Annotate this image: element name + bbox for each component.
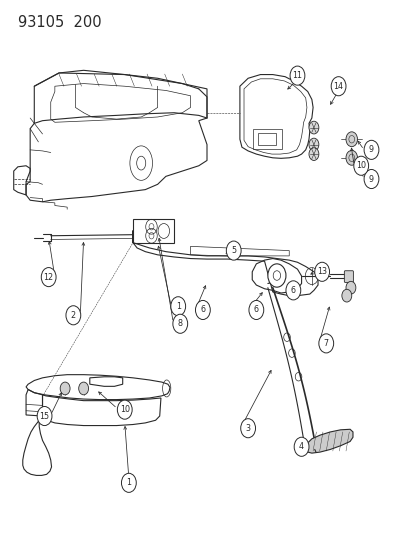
Circle shape	[345, 132, 357, 147]
Text: 10: 10	[355, 161, 366, 170]
Text: 1: 1	[126, 478, 131, 487]
Circle shape	[290, 66, 304, 85]
Circle shape	[341, 289, 351, 302]
Circle shape	[226, 241, 240, 260]
Text: 8: 8	[177, 319, 182, 328]
Circle shape	[285, 281, 300, 300]
Circle shape	[240, 419, 255, 438]
FancyBboxPatch shape	[344, 271, 353, 282]
Text: 5: 5	[230, 246, 236, 255]
Text: 7: 7	[323, 339, 328, 348]
Circle shape	[60, 382, 70, 395]
Circle shape	[308, 138, 318, 151]
Text: 11: 11	[292, 71, 302, 80]
Text: 10: 10	[119, 405, 129, 414]
Circle shape	[171, 297, 185, 316]
Text: 12: 12	[43, 272, 54, 281]
Circle shape	[318, 334, 333, 353]
Polygon shape	[306, 429, 352, 453]
Text: 1: 1	[175, 302, 180, 311]
Circle shape	[37, 407, 52, 425]
Circle shape	[314, 262, 329, 281]
Circle shape	[121, 473, 136, 492]
Circle shape	[117, 400, 132, 419]
Circle shape	[173, 314, 187, 333]
Text: 9: 9	[368, 146, 373, 155]
Circle shape	[294, 437, 308, 456]
Circle shape	[41, 268, 56, 287]
Circle shape	[267, 264, 285, 287]
Circle shape	[308, 121, 318, 134]
Circle shape	[363, 169, 378, 189]
Circle shape	[78, 382, 88, 395]
Circle shape	[248, 301, 263, 319]
Circle shape	[66, 306, 81, 325]
Circle shape	[363, 140, 378, 159]
Circle shape	[330, 77, 345, 96]
Text: 14: 14	[333, 82, 343, 91]
Text: 6: 6	[253, 305, 258, 314]
Text: 6: 6	[200, 305, 205, 314]
Text: 9: 9	[368, 174, 373, 183]
Text: 6: 6	[290, 286, 295, 295]
Circle shape	[195, 301, 210, 319]
Circle shape	[345, 150, 357, 165]
Circle shape	[353, 156, 368, 175]
Text: 15: 15	[39, 411, 50, 421]
Circle shape	[345, 281, 355, 294]
Text: 2: 2	[71, 311, 76, 320]
Text: 3: 3	[245, 424, 250, 433]
Text: 4: 4	[298, 442, 303, 451]
Text: 13: 13	[316, 268, 326, 276]
Circle shape	[308, 148, 318, 160]
Text: 93105  200: 93105 200	[18, 14, 101, 30]
